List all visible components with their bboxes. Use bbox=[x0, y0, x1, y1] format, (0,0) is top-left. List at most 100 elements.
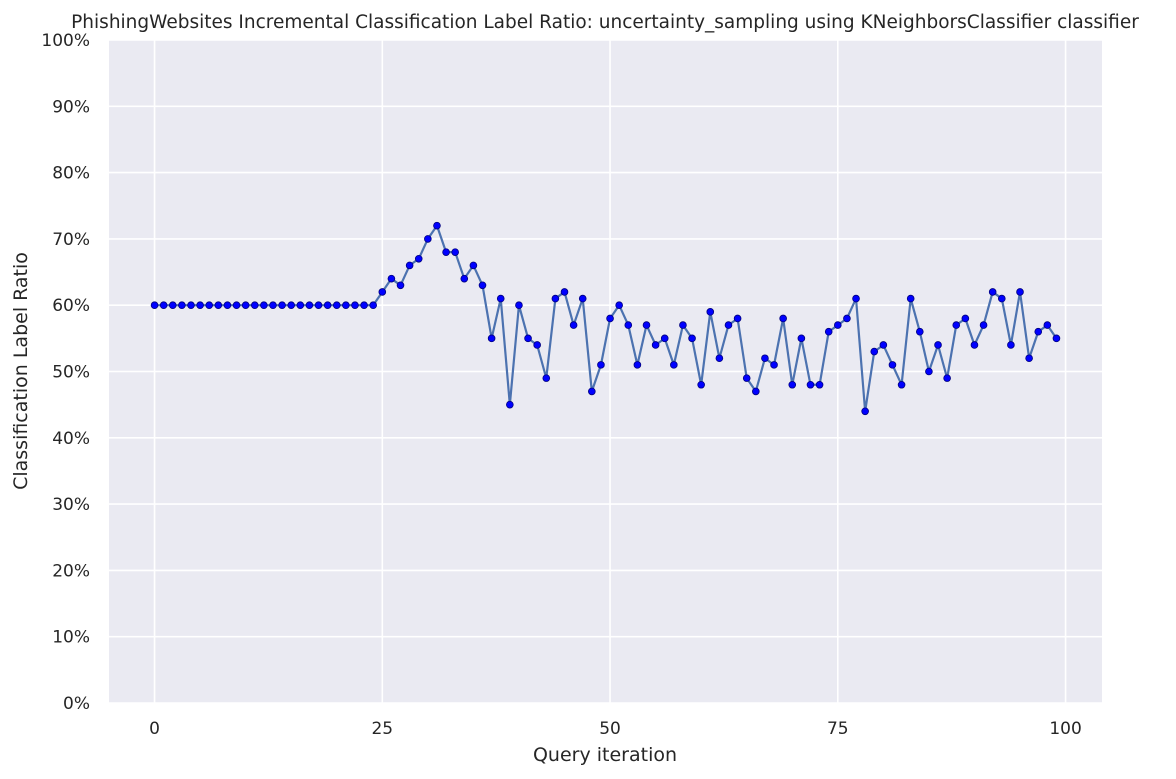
series-layer bbox=[153, 224, 1058, 413]
y-tick-label: 70% bbox=[52, 230, 90, 250]
data-point bbox=[1025, 354, 1033, 363]
data-point bbox=[424, 235, 432, 243]
data-point bbox=[742, 374, 751, 382]
marker-layer bbox=[150, 221, 1061, 416]
data-point bbox=[332, 301, 341, 310]
data-point bbox=[560, 288, 569, 296]
data-point bbox=[469, 261, 478, 270]
data-point bbox=[214, 301, 223, 310]
y-tick-label: 40% bbox=[52, 429, 90, 449]
y-tick-label: 80% bbox=[52, 164, 90, 184]
y-tick-label: 30% bbox=[52, 495, 90, 515]
data-point bbox=[824, 327, 833, 336]
data-point bbox=[414, 254, 423, 263]
data-point bbox=[1034, 327, 1043, 336]
data-point bbox=[852, 294, 860, 303]
y-tick-label: 100% bbox=[41, 31, 90, 51]
data-point bbox=[806, 380, 815, 389]
data-point bbox=[588, 387, 596, 396]
data-point bbox=[624, 321, 633, 329]
data-point bbox=[250, 301, 259, 310]
data-point bbox=[834, 321, 842, 329]
data-point bbox=[670, 361, 678, 369]
data-point bbox=[451, 248, 459, 256]
data-point bbox=[870, 347, 879, 356]
tick-labels: 0% 10% 20% 30% 40% 50% 60% 70% 80% 90% 100% 0 25 50 75… bbox=[41, 31, 1081, 739]
data-point bbox=[296, 301, 305, 310]
data-point bbox=[970, 341, 979, 349]
data-point bbox=[578, 294, 587, 303]
y-tick-label: 20% bbox=[52, 561, 90, 581]
data-point bbox=[515, 301, 523, 310]
data-point bbox=[961, 314, 970, 323]
data-point bbox=[305, 301, 314, 310]
data-point bbox=[761, 354, 769, 363]
data-point bbox=[150, 301, 159, 310]
data-point bbox=[506, 400, 514, 409]
data-point bbox=[241, 301, 250, 310]
data-point bbox=[997, 294, 1006, 303]
x-axis-label: Query iteration bbox=[533, 744, 677, 766]
data-point bbox=[260, 301, 268, 310]
data-point bbox=[879, 341, 888, 349]
grid bbox=[109, 39, 1102, 704]
data-point bbox=[378, 288, 387, 296]
data-point bbox=[952, 321, 961, 329]
data-point bbox=[888, 361, 897, 369]
data-point bbox=[232, 301, 241, 310]
y-tick-label: 10% bbox=[52, 628, 90, 648]
chart-title: PhishingWebsites Incremental Classificat… bbox=[71, 12, 1139, 33]
data-point bbox=[342, 301, 350, 310]
data-point bbox=[724, 321, 733, 329]
data-point bbox=[205, 301, 214, 310]
data-point bbox=[524, 334, 532, 343]
data-point bbox=[533, 341, 541, 349]
data-point bbox=[642, 321, 651, 329]
data-point bbox=[815, 380, 824, 389]
data-point bbox=[187, 301, 195, 310]
data-point bbox=[487, 334, 496, 343]
data-point bbox=[843, 314, 851, 323]
data-point bbox=[1052, 334, 1061, 343]
data-point bbox=[597, 361, 605, 369]
data-point bbox=[925, 367, 933, 376]
data-point bbox=[496, 294, 505, 303]
data-point bbox=[1043, 321, 1052, 329]
data-point bbox=[405, 261, 414, 270]
data-point bbox=[988, 288, 997, 296]
data-point bbox=[897, 380, 906, 389]
data-point bbox=[223, 301, 232, 310]
data-point bbox=[478, 281, 487, 290]
y-tick-label: 50% bbox=[52, 363, 90, 383]
data-point bbox=[651, 341, 660, 349]
data-point bbox=[797, 334, 806, 343]
data-point bbox=[387, 274, 396, 283]
data-point bbox=[269, 301, 277, 310]
data-point bbox=[715, 354, 724, 363]
series-line bbox=[153, 224, 1058, 413]
data-point bbox=[178, 301, 186, 310]
data-point bbox=[770, 361, 778, 369]
data-point bbox=[351, 301, 359, 310]
x-tick-label: 0 bbox=[149, 719, 160, 739]
data-point bbox=[906, 294, 915, 303]
data-point bbox=[861, 407, 869, 416]
data-point bbox=[943, 374, 951, 382]
data-point bbox=[287, 301, 296, 310]
data-point bbox=[615, 301, 623, 310]
data-point bbox=[360, 301, 368, 310]
data-point bbox=[369, 301, 377, 310]
data-point bbox=[1007, 341, 1015, 349]
data-point bbox=[196, 301, 204, 310]
data-point bbox=[934, 341, 942, 349]
data-point bbox=[542, 374, 551, 382]
data-point bbox=[314, 301, 323, 310]
data-point bbox=[979, 321, 988, 329]
data-point bbox=[660, 334, 669, 343]
data-point bbox=[733, 314, 742, 323]
data-point bbox=[606, 314, 614, 323]
data-point bbox=[278, 301, 286, 310]
data-point bbox=[915, 327, 924, 336]
x-tick-label: 100 bbox=[1049, 719, 1081, 739]
y-axis-label: Classification Label Ratio bbox=[10, 252, 32, 490]
